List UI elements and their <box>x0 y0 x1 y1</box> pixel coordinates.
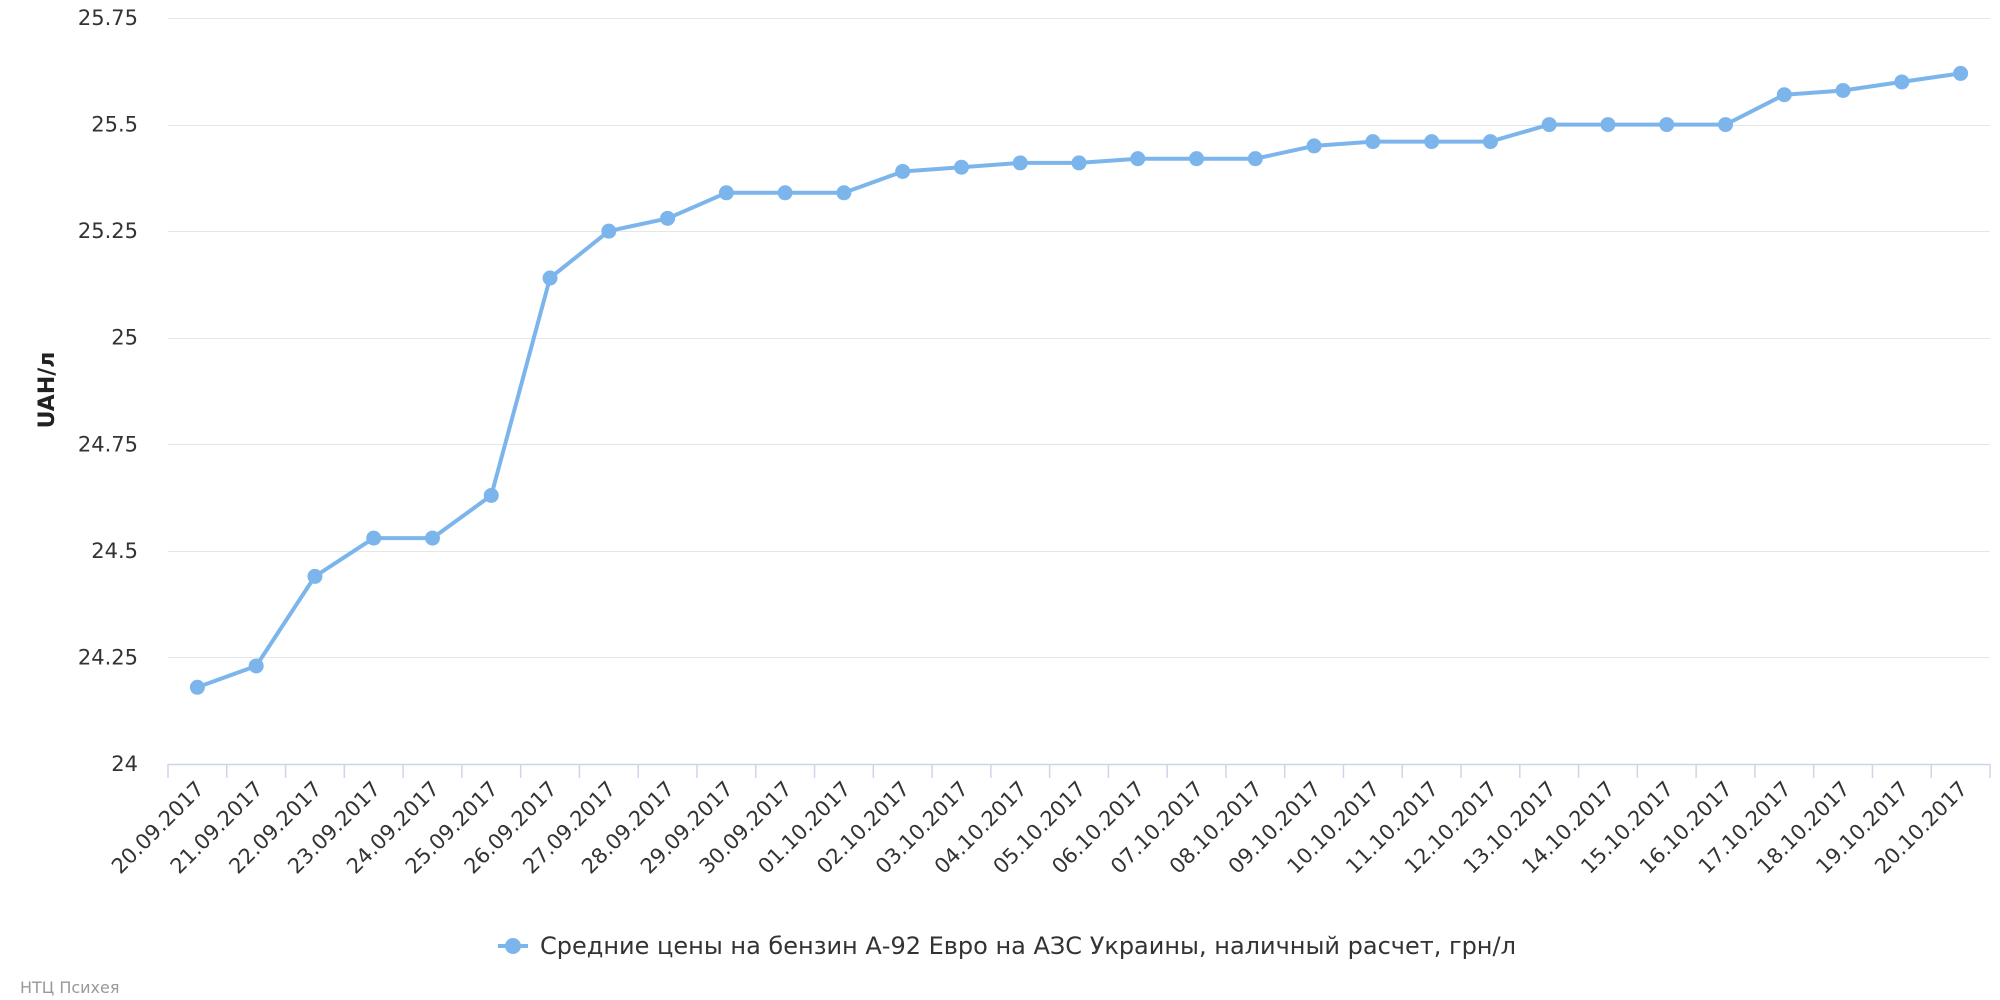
x-axis-labels: 20.09.201721.09.201722.09.201723.09.2017… <box>107 777 1972 879</box>
data-point[interactable] <box>1659 117 1675 133</box>
y-axis-title: UAH/л <box>35 352 60 429</box>
data-point[interactable] <box>542 270 558 286</box>
data-point[interactable] <box>1835 82 1851 98</box>
data-point[interactable] <box>1306 138 1322 154</box>
legend-label: Средние цены на бензин А-92 Евро на АЗС … <box>540 932 1516 960</box>
y-axis-labels: 24 24.25 24.5 24.75 25 25.25 25.5 25.75 <box>78 6 138 776</box>
data-point[interactable] <box>307 568 323 584</box>
legend[interactable]: Средние цены на бензин А-92 Евро на АЗС … <box>498 932 1516 960</box>
data-point[interactable] <box>1189 151 1205 167</box>
data-point[interactable] <box>953 159 969 175</box>
y-tick-label: 24 <box>111 752 138 776</box>
data-point[interactable] <box>1541 117 1557 133</box>
data-point[interactable] <box>424 530 440 546</box>
data-point[interactable] <box>718 185 734 201</box>
data-point[interactable] <box>1600 117 1616 133</box>
x-axis <box>167 763 1991 778</box>
y-tick-label: 25 <box>111 326 138 350</box>
y-tick-label: 24.25 <box>78 645 138 669</box>
data-point[interactable] <box>1012 155 1028 171</box>
data-point[interactable] <box>777 185 793 201</box>
data-point[interactable] <box>366 530 382 546</box>
data-point[interactable] <box>601 223 617 239</box>
data-point[interactable] <box>1071 155 1087 171</box>
data-point[interactable] <box>1365 134 1381 150</box>
y-tick-label: 25.25 <box>78 219 138 243</box>
data-point[interactable] <box>836 185 852 201</box>
data-point[interactable] <box>895 163 911 179</box>
data-point[interactable] <box>248 658 264 674</box>
grid-lines <box>168 18 1990 658</box>
y-tick-label: 25.75 <box>78 6 138 30</box>
legend-marker-icon <box>505 938 521 954</box>
data-point[interactable] <box>1130 151 1146 167</box>
data-point[interactable] <box>189 679 205 695</box>
series-group <box>189 65 1969 695</box>
chart-credit[interactable]: НТЦ Психея <box>20 978 119 997</box>
data-point[interactable] <box>1482 134 1498 150</box>
y-tick-label: 25.5 <box>91 113 138 137</box>
data-point[interactable] <box>483 487 499 503</box>
data-point[interactable] <box>1776 87 1792 103</box>
data-point[interactable] <box>1718 117 1734 133</box>
data-point[interactable] <box>1894 74 1910 90</box>
data-point[interactable] <box>1424 134 1440 150</box>
y-tick-label: 24.5 <box>91 539 138 563</box>
data-point[interactable] <box>660 210 676 226</box>
data-point[interactable] <box>1953 65 1969 81</box>
y-tick-label: 24.75 <box>78 432 138 456</box>
data-point[interactable] <box>1247 151 1263 167</box>
